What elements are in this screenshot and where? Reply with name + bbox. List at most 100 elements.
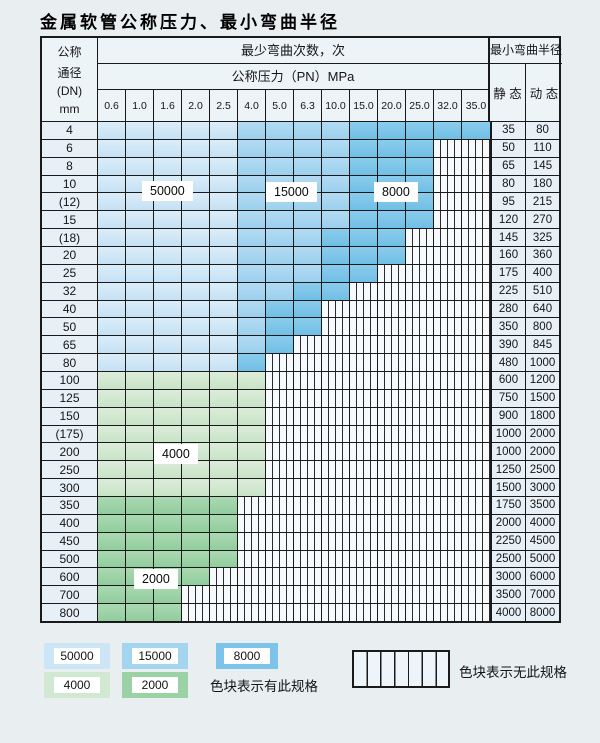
no-spec-cell xyxy=(322,443,350,461)
legend-swatch-value: 50000 xyxy=(54,648,100,664)
no-spec-cell xyxy=(238,514,266,532)
spec-cell-2k xyxy=(210,514,238,532)
spec-cell-2k xyxy=(182,568,210,586)
no-spec-cell xyxy=(378,336,406,354)
no-spec-cell xyxy=(462,264,490,282)
dn-cell: 800 xyxy=(42,604,98,622)
no-spec-cell xyxy=(350,425,378,443)
spec-cell-2k xyxy=(154,550,182,568)
legend-swatch-2000: 2000 xyxy=(122,672,188,698)
spec-cell-8k xyxy=(266,318,294,336)
spec-cell-4k xyxy=(98,407,126,425)
static-radius-cell: 65 xyxy=(490,157,526,175)
dynamic-radius-cell: 4500 xyxy=(526,532,559,550)
dynamic-radius-cell: 5000 xyxy=(526,550,559,568)
static-radius-cell: 1000 xyxy=(490,425,526,443)
spec-cell-15k xyxy=(238,300,266,318)
spec-cell-2k xyxy=(210,532,238,550)
spec-cell-8k xyxy=(406,122,434,139)
pressure-header-cell: 1.0 xyxy=(126,90,154,121)
spec-cell-50k xyxy=(210,139,238,157)
spec-cell-50k xyxy=(126,354,154,372)
no-spec-cell xyxy=(462,604,490,622)
spec-cell-2k xyxy=(210,497,238,514)
static-radius-cell: 2500 xyxy=(490,550,526,568)
spec-cell-50k xyxy=(182,318,210,336)
dn-cell: 500 xyxy=(42,550,98,568)
spec-cell-4k xyxy=(154,372,182,389)
spec-cell-4k xyxy=(154,479,182,497)
spec-cell-4k xyxy=(154,425,182,443)
no-spec-cell xyxy=(350,443,378,461)
no-spec-cell xyxy=(350,336,378,354)
no-spec-cell xyxy=(238,604,266,622)
no-spec-cell xyxy=(294,389,322,407)
spec-cell-50k xyxy=(98,264,126,282)
no-spec-cell xyxy=(462,229,490,247)
dynamic-radius-cell: 180 xyxy=(526,175,559,193)
no-spec-cell xyxy=(350,514,378,532)
spec-cell-15k xyxy=(266,122,294,139)
table-row: 800 4000 8000 xyxy=(42,604,559,622)
spec-cell-8k xyxy=(406,211,434,229)
spec-cell-15k xyxy=(294,247,322,264)
spec-cell-15k xyxy=(322,139,350,157)
table-row: 700 3500 7000 xyxy=(42,586,559,605)
spec-cell-2k xyxy=(182,497,210,514)
legend-swatch-value: 2000 xyxy=(132,677,178,693)
no-spec-cell xyxy=(434,282,462,300)
spec-cell-50k xyxy=(126,229,154,247)
table-row: 8 65 145 xyxy=(42,157,559,176)
no-spec-cell xyxy=(406,354,434,372)
dn-cell: 65 xyxy=(42,336,98,354)
spec-cell-2k xyxy=(98,550,126,568)
pressure-header-cell: 2.0 xyxy=(182,90,210,121)
no-spec-cell xyxy=(350,532,378,550)
no-spec-cell xyxy=(434,550,462,568)
no-spec-cell xyxy=(434,604,462,622)
spec-cell-15k xyxy=(322,211,350,229)
no-spec-cell xyxy=(434,532,462,550)
no-spec-cell xyxy=(294,568,322,586)
dynamic-radius-cell: 2000 xyxy=(526,443,559,461)
no-spec-cell xyxy=(462,497,490,514)
no-spec-cell xyxy=(350,497,378,514)
table-row: 80 480 1000 xyxy=(42,354,559,373)
no-spec-cell xyxy=(434,497,462,514)
no-spec-cell xyxy=(378,568,406,586)
pressure-header-cell: 25.0 xyxy=(406,90,434,121)
spec-cell-50k xyxy=(210,336,238,354)
no-spec-cell xyxy=(434,389,462,407)
spec-cell-8k xyxy=(322,282,350,300)
dn-cell: 20 xyxy=(42,247,98,264)
no-spec-cell xyxy=(322,461,350,479)
dn-cell: 25 xyxy=(42,264,98,282)
no-spec-cell xyxy=(294,407,322,425)
spec-cell-15k xyxy=(238,264,266,282)
spec-cell-50k xyxy=(154,122,182,139)
no-spec-cell xyxy=(266,354,294,372)
pressure-header-cell: 32.0 xyxy=(434,90,462,121)
table-row: 40 280 640 xyxy=(42,300,559,319)
table-row: 6 50 110 xyxy=(42,139,559,158)
spec-cell-4k xyxy=(98,389,126,407)
legend-swatch-8000: 8000 xyxy=(216,643,278,669)
spec-cell-8k xyxy=(434,122,462,139)
spec-cell-2k xyxy=(182,532,210,550)
no-spec-cell xyxy=(462,550,490,568)
spec-cell-15k xyxy=(322,122,350,139)
no-spec-cell xyxy=(322,336,350,354)
no-spec-cell xyxy=(378,354,406,372)
spec-cell-8k xyxy=(462,122,490,139)
spec-cell-8k xyxy=(378,139,406,157)
spec-cell-50k xyxy=(210,300,238,318)
pressure-values-row: 0.6 1.0 1.6 2.0 2.5 4.0 5.0 6.3 10.0 15.0 20.0 25.0… xyxy=(98,90,488,121)
static-radius-cell: 160 xyxy=(490,247,526,264)
spec-cell-50k xyxy=(210,211,238,229)
spec-cell-50k xyxy=(210,354,238,372)
spec-cell-50k xyxy=(126,300,154,318)
spec-cell-8k xyxy=(350,157,378,175)
no-spec-cell xyxy=(350,318,378,336)
spec-cell-8k xyxy=(294,300,322,318)
table-row: 15 120 270 xyxy=(42,211,559,230)
